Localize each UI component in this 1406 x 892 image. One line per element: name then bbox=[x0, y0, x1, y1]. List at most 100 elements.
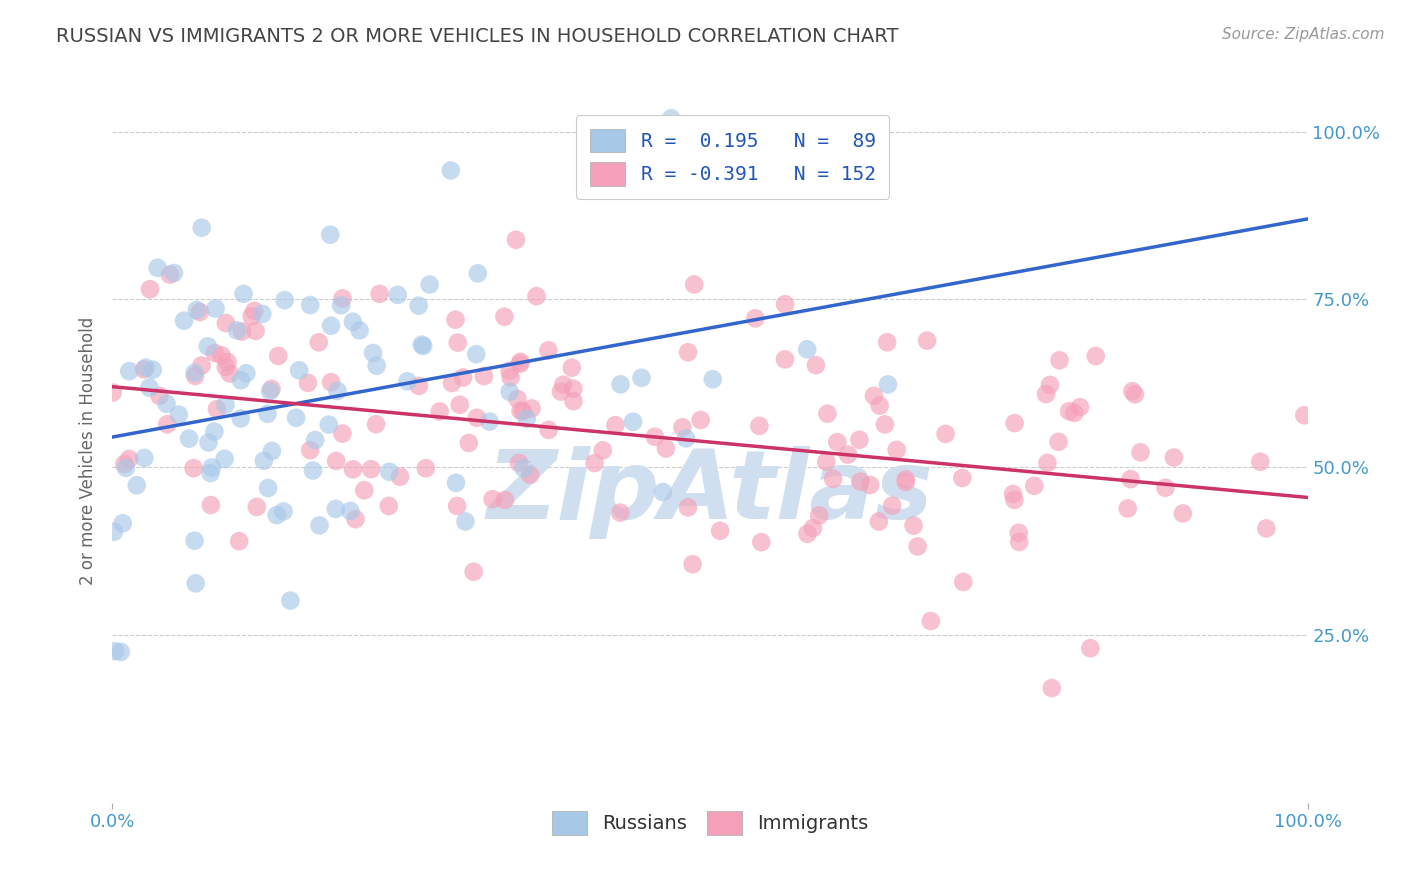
Point bbox=[318, 417, 340, 432]
Point bbox=[494, 493, 516, 508]
Point bbox=[163, 266, 186, 280]
Point bbox=[1080, 641, 1102, 656]
Point bbox=[319, 375, 342, 389]
Point bbox=[342, 462, 364, 476]
Point bbox=[748, 418, 770, 433]
Point bbox=[449, 398, 471, 412]
Point bbox=[243, 304, 266, 318]
Point bbox=[330, 298, 353, 312]
Point bbox=[360, 462, 382, 476]
Point bbox=[308, 518, 330, 533]
Point bbox=[440, 376, 463, 390]
Point bbox=[201, 460, 224, 475]
Point bbox=[415, 461, 437, 475]
Point bbox=[204, 301, 226, 316]
Point bbox=[509, 355, 531, 369]
Point bbox=[228, 534, 250, 549]
Point bbox=[950, 471, 973, 485]
Point bbox=[353, 483, 375, 498]
Point bbox=[550, 384, 572, 399]
Point bbox=[344, 512, 367, 526]
Point bbox=[644, 430, 666, 444]
Point bbox=[863, 389, 886, 403]
Point bbox=[139, 282, 162, 296]
Point bbox=[267, 349, 290, 363]
Point bbox=[877, 377, 900, 392]
Point bbox=[1024, 479, 1046, 493]
Point bbox=[188, 305, 211, 319]
Point bbox=[709, 524, 731, 538]
Point bbox=[342, 315, 364, 329]
Point bbox=[138, 381, 160, 395]
Point bbox=[259, 384, 281, 399]
Point bbox=[110, 645, 132, 659]
Point bbox=[676, 345, 699, 359]
Point bbox=[1123, 387, 1146, 401]
Point bbox=[509, 403, 531, 417]
Point bbox=[429, 404, 451, 418]
Point bbox=[184, 369, 207, 384]
Point bbox=[197, 339, 219, 353]
Point bbox=[537, 423, 560, 437]
Point bbox=[368, 286, 391, 301]
Point bbox=[512, 461, 534, 475]
Point bbox=[217, 355, 239, 369]
Point bbox=[304, 433, 326, 447]
Point bbox=[412, 339, 434, 353]
Point bbox=[240, 310, 263, 324]
Point bbox=[583, 456, 606, 470]
Point bbox=[605, 418, 627, 433]
Point bbox=[562, 382, 585, 396]
Point bbox=[118, 452, 141, 467]
Point bbox=[211, 348, 233, 362]
Point bbox=[202, 425, 225, 439]
Point bbox=[1040, 681, 1063, 695]
Point bbox=[378, 465, 401, 479]
Point bbox=[308, 335, 330, 350]
Point bbox=[408, 299, 430, 313]
Point bbox=[197, 435, 219, 450]
Text: Source: ZipAtlas.com: Source: ZipAtlas.com bbox=[1222, 27, 1385, 42]
Text: RUSSIAN VS IMMIGRANTS 2 OR MORE VEHICLES IN HOUSEHOLD CORRELATION CHART: RUSSIAN VS IMMIGRANTS 2 OR MORE VEHICLES… bbox=[56, 27, 898, 45]
Point bbox=[389, 469, 412, 483]
Point bbox=[155, 397, 177, 411]
Point bbox=[1002, 492, 1025, 507]
Point bbox=[167, 408, 190, 422]
Point bbox=[142, 362, 165, 376]
Point bbox=[299, 443, 322, 458]
Point bbox=[773, 352, 796, 367]
Point bbox=[231, 325, 253, 339]
Point bbox=[302, 464, 325, 478]
Point bbox=[183, 366, 205, 380]
Point bbox=[260, 444, 283, 458]
Point bbox=[869, 399, 891, 413]
Point bbox=[299, 298, 322, 312]
Point bbox=[245, 324, 267, 338]
Point bbox=[148, 389, 170, 403]
Point bbox=[111, 516, 134, 531]
Point bbox=[205, 402, 228, 417]
Point bbox=[1004, 416, 1026, 430]
Point bbox=[1119, 472, 1142, 486]
Point bbox=[516, 411, 538, 425]
Point bbox=[229, 373, 252, 387]
Point bbox=[526, 289, 548, 303]
Point bbox=[882, 499, 904, 513]
Point bbox=[920, 614, 942, 628]
Point bbox=[676, 500, 699, 515]
Point bbox=[288, 363, 311, 377]
Point bbox=[1121, 384, 1143, 399]
Point bbox=[1035, 387, 1057, 401]
Point bbox=[873, 417, 896, 432]
Text: ZipAtlas: ZipAtlas bbox=[486, 446, 934, 540]
Point bbox=[215, 359, 238, 374]
Point bbox=[553, 377, 575, 392]
Point bbox=[808, 508, 831, 523]
Point bbox=[815, 455, 838, 469]
Point bbox=[200, 498, 222, 512]
Point bbox=[132, 362, 155, 376]
Point bbox=[1008, 535, 1031, 549]
Point bbox=[481, 492, 503, 507]
Point bbox=[366, 359, 388, 373]
Point bbox=[440, 163, 463, 178]
